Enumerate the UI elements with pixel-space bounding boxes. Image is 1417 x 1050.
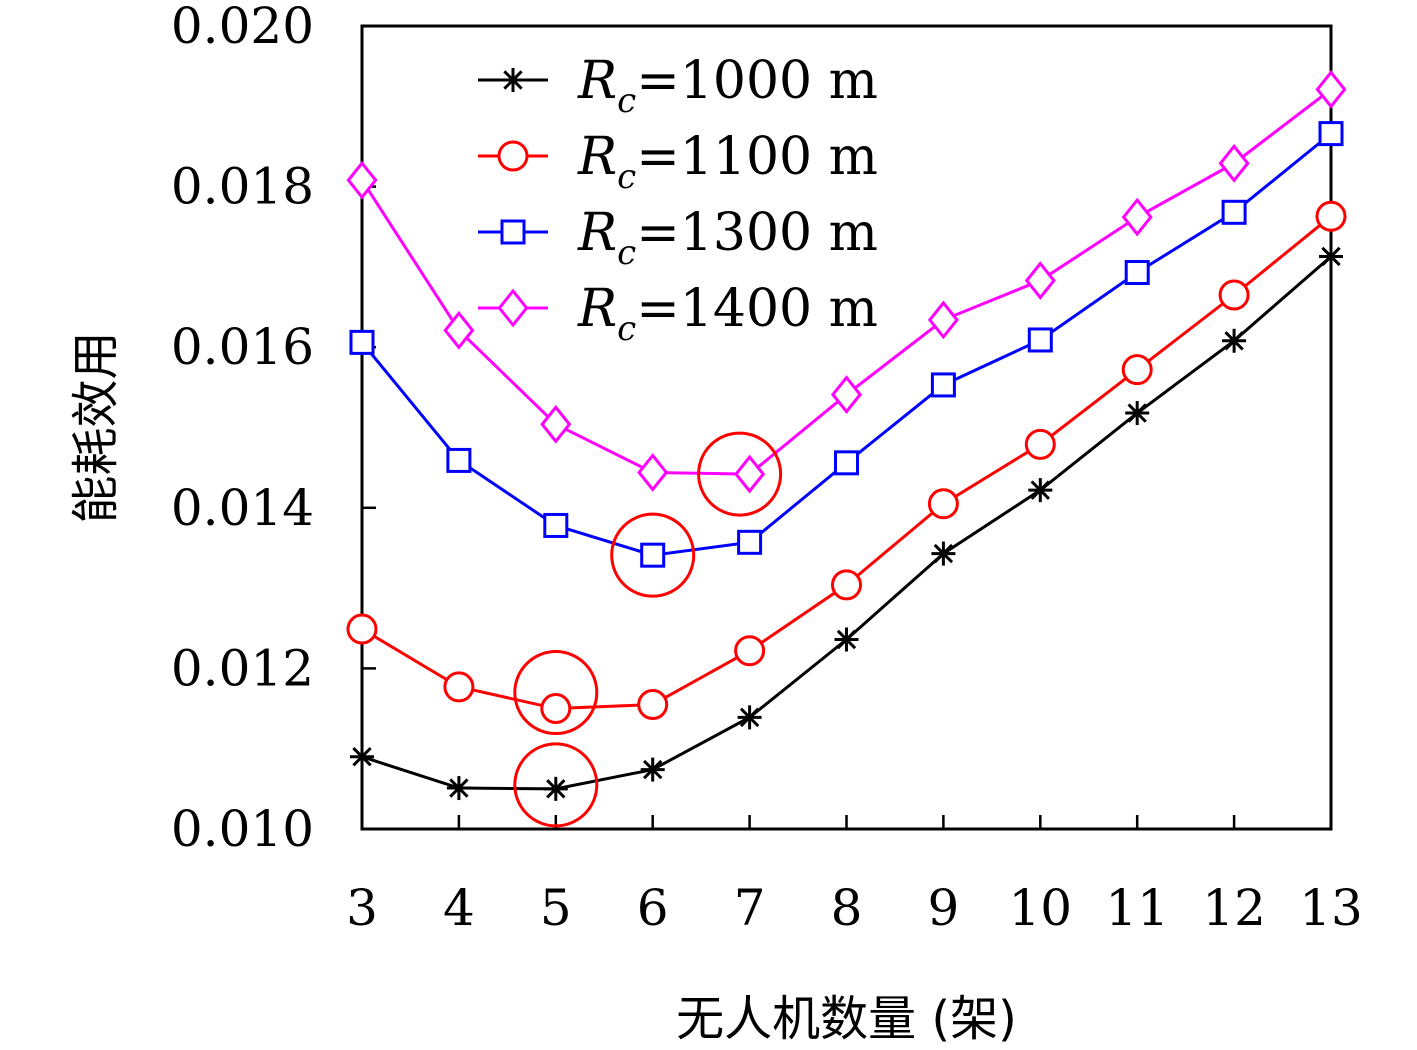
highlight-circle <box>697 431 783 517</box>
data-point <box>640 757 665 782</box>
legend-item-3: Rc=1300 m <box>478 203 878 273</box>
data-point <box>543 776 568 801</box>
x-tick-label: 8 <box>831 879 863 937</box>
y-tick-label: 0.016 <box>171 318 314 376</box>
data-point <box>1221 199 1247 225</box>
data-point <box>1319 244 1343 269</box>
legend-label: Rc=1400 m <box>577 279 878 349</box>
data-point <box>1218 279 1250 311</box>
data-point <box>1121 197 1153 237</box>
data-point <box>349 329 375 355</box>
legend-label: Rc=1100 m <box>577 127 878 197</box>
data-point <box>1121 354 1153 386</box>
data-point <box>1024 428 1056 460</box>
highlight-circle <box>610 512 696 598</box>
highlight-circle <box>513 742 599 828</box>
data-point <box>346 160 378 200</box>
data-point <box>927 300 959 340</box>
highlight-circles <box>513 431 783 828</box>
legend-item-4: Rc=1400 m <box>478 279 878 349</box>
data-point <box>930 372 956 398</box>
y-tick-label: 0.012 <box>171 639 314 697</box>
legend-item-1: Rc=1000 m <box>478 51 878 121</box>
series-layer <box>346 70 1347 801</box>
data-point <box>1124 260 1150 286</box>
data-point <box>834 627 859 652</box>
data-point <box>1318 121 1344 147</box>
data-point <box>734 454 766 494</box>
data-point <box>443 310 475 350</box>
x-tick-label: 5 <box>540 879 572 937</box>
series-2 <box>346 200 1347 725</box>
x-tick-label: 4 <box>443 879 475 937</box>
data-point <box>830 375 863 414</box>
data-point <box>1222 328 1247 353</box>
data-point <box>734 635 766 667</box>
data-point <box>1027 327 1053 353</box>
highlight-circle <box>513 650 599 736</box>
x-tick-label: 12 <box>1202 879 1266 937</box>
x-tick-label: 3 <box>346 879 378 937</box>
x-tick-label: 13 <box>1299 879 1363 937</box>
x-tick-label: 9 <box>927 879 959 937</box>
y-tick-label: 0.014 <box>171 479 314 537</box>
data-point <box>1315 200 1347 232</box>
x-axis-label: 无人机数量 (架) <box>676 991 1017 1047</box>
y-tick-label: 0.020 <box>171 0 314 55</box>
tick-labels: 3 4 5 6 7 8 9 10 11 12 13 0.010 0.012 0.014 0.016 0.018… <box>171 0 1363 937</box>
data-point <box>1315 70 1347 109</box>
series-line <box>360 132 1332 557</box>
data-point <box>446 776 471 801</box>
data-point <box>831 569 862 601</box>
legend-item-2: Rc=1100 m <box>478 127 878 197</box>
x-tick-label: 7 <box>734 879 766 937</box>
series-1 <box>350 244 1343 801</box>
legend-label: Rc=1300 m <box>577 203 878 273</box>
x-tick-label: 6 <box>637 879 669 937</box>
data-point <box>1218 143 1250 183</box>
data-point <box>540 404 572 444</box>
data-point <box>834 450 859 476</box>
data-point <box>927 488 959 520</box>
x-tick-label: 10 <box>1008 879 1072 937</box>
data-point <box>931 541 956 566</box>
y-axis-label: 能耗效用 <box>68 331 124 523</box>
data-point <box>346 613 378 645</box>
data-point <box>1028 478 1053 503</box>
data-point <box>637 453 669 492</box>
data-point <box>443 671 475 703</box>
legend-label: Rc=1000 m <box>577 51 878 121</box>
data-point <box>350 744 374 769</box>
data-point <box>446 447 472 473</box>
x-tick-label: 11 <box>1105 879 1169 937</box>
y-tick-label: 0.010 <box>171 800 314 858</box>
data-point <box>1024 261 1056 300</box>
series-3 <box>349 121 1344 568</box>
data-point <box>637 689 669 721</box>
series-4 <box>346 70 1347 494</box>
data-point <box>540 693 572 725</box>
y-tick-label: 0.018 <box>171 158 314 216</box>
legend: Rc=1000 mRc=1100 mRc=1300 mRc=1400 m <box>478 51 878 349</box>
data-point <box>1125 401 1150 426</box>
data-point <box>640 542 666 568</box>
data-point <box>737 705 762 730</box>
data-point <box>543 512 569 538</box>
data-point <box>737 529 763 555</box>
